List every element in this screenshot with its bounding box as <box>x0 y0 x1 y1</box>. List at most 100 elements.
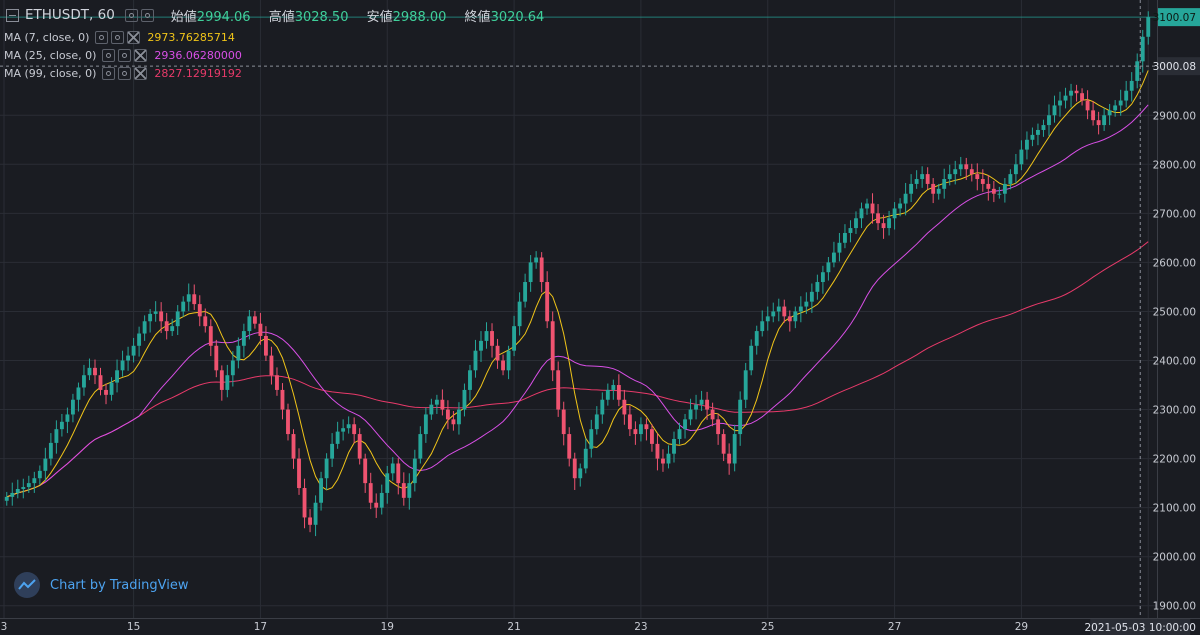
candle-body <box>241 331 246 346</box>
ma7-legend[interactable]: MA (7, close, 0) 2973.76285714 <box>4 28 235 46</box>
candle-body <box>37 470 42 479</box>
candle-body <box>445 409 450 420</box>
candle-body <box>335 431 340 444</box>
time-axis[interactable]: 315171921232527295月2021-05-03 10:00:00 <box>0 618 1200 635</box>
candle-body <box>1058 100 1062 106</box>
candle-body <box>1019 149 1024 165</box>
y-tick-label: 2800.00 <box>1153 159 1196 171</box>
candle-body <box>931 183 936 194</box>
y-tick-label: 2000.00 <box>1153 552 1196 564</box>
candle-body <box>909 183 914 194</box>
candle-body <box>82 375 86 388</box>
candle-body <box>473 350 478 371</box>
candle-body <box>754 331 759 346</box>
candle-body <box>512 326 517 351</box>
x-tick-label: 21 <box>507 621 520 633</box>
candle-body <box>947 174 952 180</box>
candle-body <box>898 203 903 209</box>
candle-body <box>506 350 511 371</box>
candle-body <box>1069 90 1073 96</box>
close-icon[interactable] <box>127 30 141 44</box>
candle-body <box>589 429 594 449</box>
candle-body <box>495 345 500 361</box>
symbol-label[interactable]: ETHUSDT, 60 <box>25 7 115 23</box>
eye-icon[interactable] <box>124 8 138 22</box>
overlays <box>0 0 1157 618</box>
close-icon[interactable] <box>134 66 148 80</box>
candle-body <box>412 458 417 484</box>
ma25-value: 2936.06280000 <box>154 48 242 62</box>
candle-body <box>104 389 108 395</box>
gear-icon[interactable] <box>118 66 132 80</box>
candle-body <box>1102 115 1107 126</box>
candle-body <box>567 434 572 459</box>
gear-icon[interactable] <box>111 30 125 44</box>
candle-body <box>48 442 53 459</box>
x-tick-label: 3 <box>1 621 8 633</box>
candle-body <box>159 311 164 322</box>
candle-body <box>600 399 605 415</box>
candle-body <box>616 385 621 400</box>
candle-body <box>991 188 996 194</box>
ma25-line <box>6 104 1149 498</box>
candle-body <box>385 473 390 493</box>
candle-body <box>1013 164 1018 175</box>
candle-body <box>120 360 125 371</box>
y-tick-label: 2700.00 <box>1153 208 1196 220</box>
candle-body <box>837 242 842 253</box>
high-value: 3028.50 <box>294 9 349 25</box>
candle-body <box>661 458 665 464</box>
eye-icon[interactable] <box>102 48 116 62</box>
tradingview-brand[interactable]: Chart by TradingView <box>14 572 188 598</box>
gear-icon[interactable] <box>118 48 132 62</box>
candle-body <box>572 458 577 479</box>
candle-body <box>208 326 213 346</box>
candle-body <box>451 419 456 425</box>
collapse-icon[interactable] <box>6 8 19 22</box>
ma25-label: MA (25, close, 0) <box>4 48 97 62</box>
eye-icon[interactable] <box>95 30 109 44</box>
candle-body <box>308 517 312 525</box>
high-label: 高値 <box>268 9 295 25</box>
candle-body <box>434 399 439 405</box>
candle-body <box>1008 174 1013 184</box>
candle-body <box>346 424 351 429</box>
candle-body <box>793 311 798 322</box>
candle-body <box>252 316 257 324</box>
candle-body <box>319 478 324 503</box>
candle-body <box>561 409 566 435</box>
candle-body <box>93 367 97 376</box>
ma7-line <box>6 70 1149 498</box>
gear-icon[interactable] <box>140 8 154 22</box>
candle-body <box>683 419 687 430</box>
close-icon[interactable] <box>134 48 148 62</box>
candle-body <box>804 301 809 307</box>
candle-body <box>341 428 346 432</box>
candle-body <box>490 331 494 346</box>
ma99-value: 2827.12919192 <box>154 66 242 80</box>
price-axis[interactable]: 1900.00 2000.00 2100.00 2200.00 2300.00 2400.… <box>1153 0 1200 635</box>
candle-body <box>468 370 472 390</box>
candle-body <box>457 409 461 425</box>
candle-body <box>920 174 925 180</box>
candle-body <box>142 321 147 334</box>
eye-icon[interactable] <box>102 66 116 80</box>
y-tick-label: 2300.00 <box>1153 405 1196 417</box>
candle-body <box>776 306 781 312</box>
candle-body <box>175 311 180 327</box>
candle-body <box>1085 100 1090 111</box>
candle-body <box>247 316 252 332</box>
ma99-legend[interactable]: MA (99, close, 0) 2827.12919192 <box>4 64 242 82</box>
low-value: 2988.00 <box>392 9 447 25</box>
candle-body <box>1140 36 1145 62</box>
x-tick-label: 27 <box>888 621 901 633</box>
candle-body <box>694 404 698 410</box>
candle-body <box>969 169 974 175</box>
candle-body <box>843 232 847 243</box>
crosshair-time-tag <box>1090 619 1191 635</box>
open-value: 2994.06 <box>196 9 251 25</box>
candle-body <box>517 301 522 327</box>
x-tick-label: 25 <box>761 621 774 633</box>
ma25-legend[interactable]: MA (25, close, 0) 2936.06280000 <box>4 46 242 64</box>
